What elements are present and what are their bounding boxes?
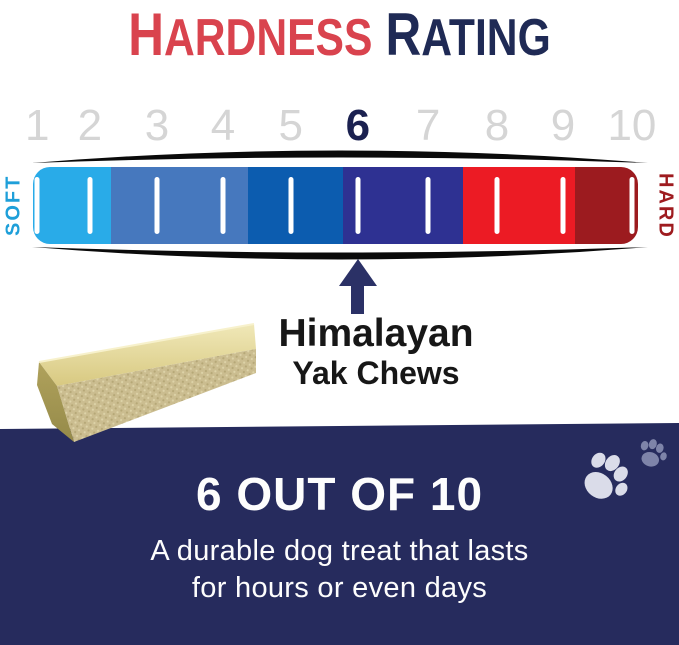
title-word-hardness: HARDNESS	[128, 0, 373, 68]
product-name: Himalayan Yak Chews	[238, 312, 514, 392]
scale-number-3: 3	[144, 101, 170, 150]
scale-tick-2	[87, 177, 93, 234]
scale-tick-5	[288, 177, 294, 234]
result-description-line2: for hours or even days	[191, 572, 488, 604]
scale-segment-5	[463, 167, 576, 244]
soft-label: SOFT	[2, 174, 25, 237]
scale-tick-9	[560, 177, 566, 234]
scale-segment-1	[33, 167, 112, 244]
scale-tick-10	[629, 177, 635, 234]
result-description-line1: A durable dog treat that lasts	[150, 535, 529, 567]
scale-number-10: 10	[607, 101, 657, 150]
scale-tick-6	[355, 177, 361, 234]
pointer-arrow-head	[338, 259, 377, 286]
scale-outline-top-swoosh	[32, 150, 648, 163]
scale-tick-7	[425, 177, 431, 234]
scale-outline-bottom-swoosh	[32, 247, 648, 260]
hard-label: HARD	[654, 172, 677, 239]
scale-number-5: 5	[278, 101, 303, 150]
paw-print-icon-small	[640, 439, 667, 467]
scale-tick-8	[494, 177, 500, 234]
product-name-line1: Himalayan	[278, 312, 474, 355]
scale-number-1: 1	[24, 101, 50, 150]
scale-number-9: 9	[550, 101, 576, 150]
scale-number-7: 7	[415, 101, 441, 150]
yak-chew-image	[37, 323, 256, 442]
title-word-rating: RATING	[385, 0, 551, 68]
pointer-track	[33, 259, 638, 317]
scale-ticks	[33, 167, 638, 244]
pointer-arrow	[338, 259, 377, 314]
scale-number-6: 6	[345, 101, 371, 150]
scale-number-8: 8	[484, 101, 510, 150]
pointer-arrow-stem	[351, 285, 365, 314]
scale-segment-4	[342, 167, 464, 244]
page-title: HARDNESS RATING	[61, 2, 618, 67]
scale-number-4: 4	[210, 101, 236, 150]
scale-tick-3	[154, 177, 160, 234]
scale-numbers-row: 1 2 3 4 5 6 7 8 9 10	[25, 100, 656, 150]
scale-segment-6	[575, 167, 638, 244]
result-headline: 6 OUT OF 10	[195, 468, 484, 520]
product-name-line2: Yak Chews	[292, 354, 460, 391]
scale-tick-4	[220, 177, 226, 234]
result-description: A durable dog treat that lasts for hours…	[0, 533, 679, 607]
scale-tick-1	[34, 177, 40, 234]
result-panel: 6 OUT OF 10 A durable dog treat that las…	[0, 423, 679, 645]
paw-print-icon	[584, 452, 628, 499]
scale-number-2: 2	[77, 101, 103, 150]
scale-segment-3	[247, 167, 343, 244]
hardness-scale-bar	[33, 167, 638, 244]
